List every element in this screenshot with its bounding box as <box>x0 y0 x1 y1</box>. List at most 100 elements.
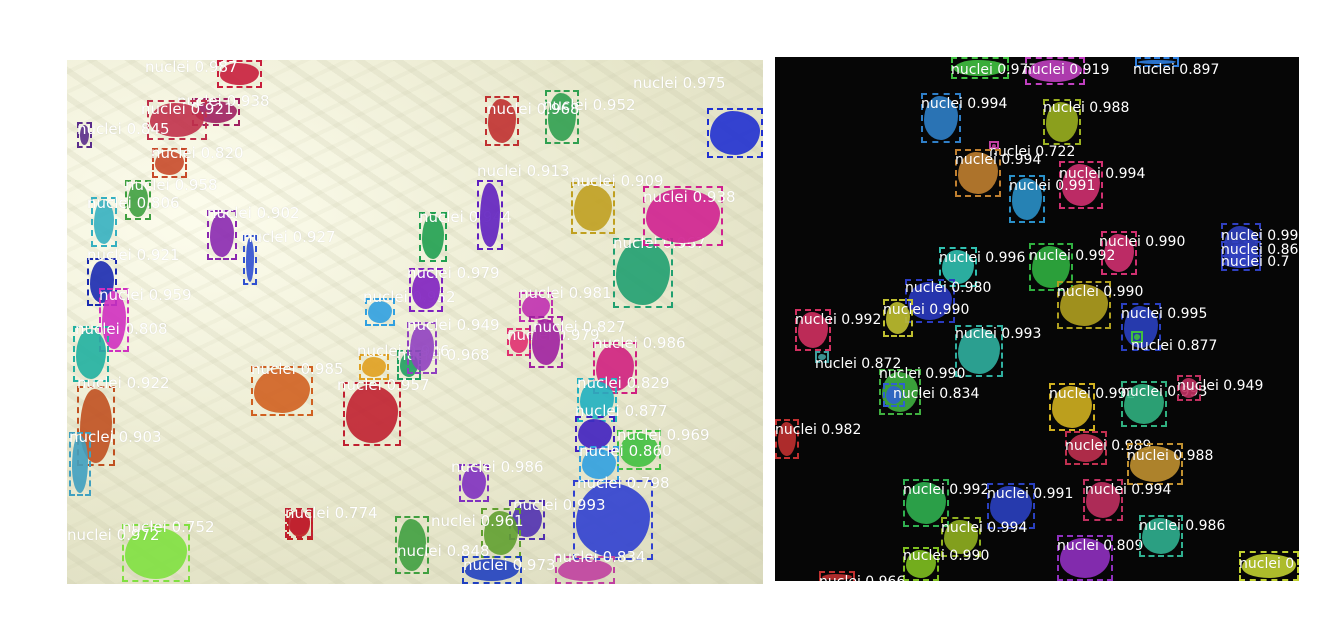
nucleus-mask <box>818 354 826 360</box>
nucleus-mask <box>1046 102 1078 142</box>
detection-box <box>1139 515 1183 557</box>
nucleus-mask <box>1180 378 1198 398</box>
detection-box <box>1057 535 1113 581</box>
detection-label: nuclei 0.834 <box>553 548 646 566</box>
nucleus-mask <box>578 419 612 449</box>
detection-label: nuclei 0.834 <box>893 386 980 402</box>
detection-label: nuclei 0.827 <box>533 318 626 336</box>
detection-box <box>571 182 615 234</box>
detection-label: nuclei 0.993 <box>955 326 1042 342</box>
detection-box <box>775 419 799 459</box>
nucleus-mask <box>710 111 760 155</box>
nucleus-mask <box>1028 60 1082 82</box>
detection-label: nuclei 0.988 <box>1043 100 1130 116</box>
detection-box <box>365 298 395 326</box>
detection-label: nuclei 0.982 <box>775 422 862 438</box>
left-image-panel: nuclei 0.987 nuclei 0.938 nuclei 0.921 nucl… <box>67 60 763 584</box>
detection-box <box>529 316 563 368</box>
detection-label: nuclei 0.957 <box>337 376 430 394</box>
detection-label: nuclei 0.993 <box>513 496 606 514</box>
nucleus-mask <box>886 386 902 404</box>
nucleus-mask <box>646 189 720 243</box>
detection-label: nuclei 0.980 <box>905 280 992 296</box>
detection-label: nuclei 0.977 <box>951 62 1038 78</box>
nucleus-mask <box>958 152 998 194</box>
nucleus-mask <box>102 291 126 349</box>
nucleus-mask <box>465 559 519 581</box>
detection-label: nuclei 0.975 <box>633 74 726 92</box>
detection-label: nuclei 0.994 <box>1085 482 1172 498</box>
detection-label: nuclei 0.877 <box>1131 338 1218 354</box>
detection-box <box>1083 479 1123 521</box>
nucleus-mask <box>778 422 796 456</box>
nucleus-mask <box>150 103 204 137</box>
detection-box <box>359 354 389 380</box>
detection-box <box>1025 57 1085 85</box>
detection-label: nuclei 0.994 <box>1059 166 1146 182</box>
detection-label: nuclei 0.981 <box>519 284 612 302</box>
detection-box <box>343 382 401 446</box>
detection-label: nuclei 0.992 <box>1029 248 1116 264</box>
nucleus-mask <box>576 483 650 557</box>
detection-label: nuclei 0.99 <box>1221 228 1299 244</box>
nucleus-mask <box>1130 446 1180 482</box>
detection-box <box>285 508 313 538</box>
detection-box <box>1131 331 1143 343</box>
detection-label: nuclei 0.986 <box>1139 518 1226 534</box>
nucleus-mask <box>1104 234 1134 272</box>
detection-label: nuclei 0.991 <box>987 486 1074 502</box>
detection-label: nuclei 0.949 <box>1177 378 1264 394</box>
detection-label: nuclei 0.860 <box>579 442 672 460</box>
detection-box <box>122 524 190 582</box>
detection-label: nuclei 0.909 <box>571 172 664 190</box>
detection-box <box>795 309 831 351</box>
detection-label: nuclei 0.938 <box>643 188 736 206</box>
detection-box <box>1059 161 1103 209</box>
detection-label: nuclei 0 <box>1239 556 1295 572</box>
detection-box <box>1043 99 1081 145</box>
nucleus-mask <box>942 250 974 284</box>
nucleus-mask <box>620 433 658 467</box>
detection-box <box>951 57 1009 79</box>
detection-label: nuclei 0.994 <box>955 152 1042 168</box>
nucleus-mask <box>346 385 398 443</box>
detection-box <box>1127 443 1183 485</box>
detection-label: nuclei 0.986 <box>451 458 544 476</box>
detection-label: nuclei 0.897 <box>1133 62 1220 78</box>
detection-box <box>989 141 999 149</box>
detection-box <box>1177 375 1201 401</box>
detection-box <box>251 366 313 416</box>
nucleus-mask <box>1062 164 1100 206</box>
detection-box <box>879 369 921 415</box>
detection-box <box>125 180 151 220</box>
detection-box <box>545 90 579 144</box>
nucleus-mask <box>462 467 486 499</box>
nucleus-mask <box>1242 554 1296 578</box>
detection-label: nuclei 0.913 <box>477 162 570 180</box>
nucleus-mask <box>522 295 550 319</box>
detection-box <box>1135 57 1179 67</box>
detection-box <box>87 258 117 306</box>
detection-label: nuclei 0.820 <box>151 144 244 162</box>
detection-label: nuclei 0.808 <box>75 320 168 338</box>
nucleus-mask <box>574 185 612 231</box>
nucleus-mask <box>125 527 187 579</box>
nucleus-mask <box>924 96 958 140</box>
detection-box <box>905 279 955 323</box>
detection-label: nuclei 0.7 <box>1221 254 1290 270</box>
detection-box <box>1049 383 1095 431</box>
detection-label: nuclei 0.987 <box>145 60 238 76</box>
nucleus-mask <box>1124 384 1164 424</box>
detection-label: nuclei 0.994 <box>921 96 1008 112</box>
detection-label: nuclei 0.798 <box>577 474 670 492</box>
detection-label: nuclei 0.959 <box>99 286 192 304</box>
detection-label: nuclei 0.992 <box>903 482 990 498</box>
nucleus-mask <box>210 213 234 257</box>
detection-label: nuclei 0.902 <box>207 204 300 222</box>
nucleus-mask <box>128 183 148 217</box>
detection-box <box>555 556 615 584</box>
nucleus-mask <box>484 511 518 555</box>
detection-box <box>147 100 207 140</box>
nucleus-mask <box>944 520 978 554</box>
detection-box <box>519 292 553 322</box>
